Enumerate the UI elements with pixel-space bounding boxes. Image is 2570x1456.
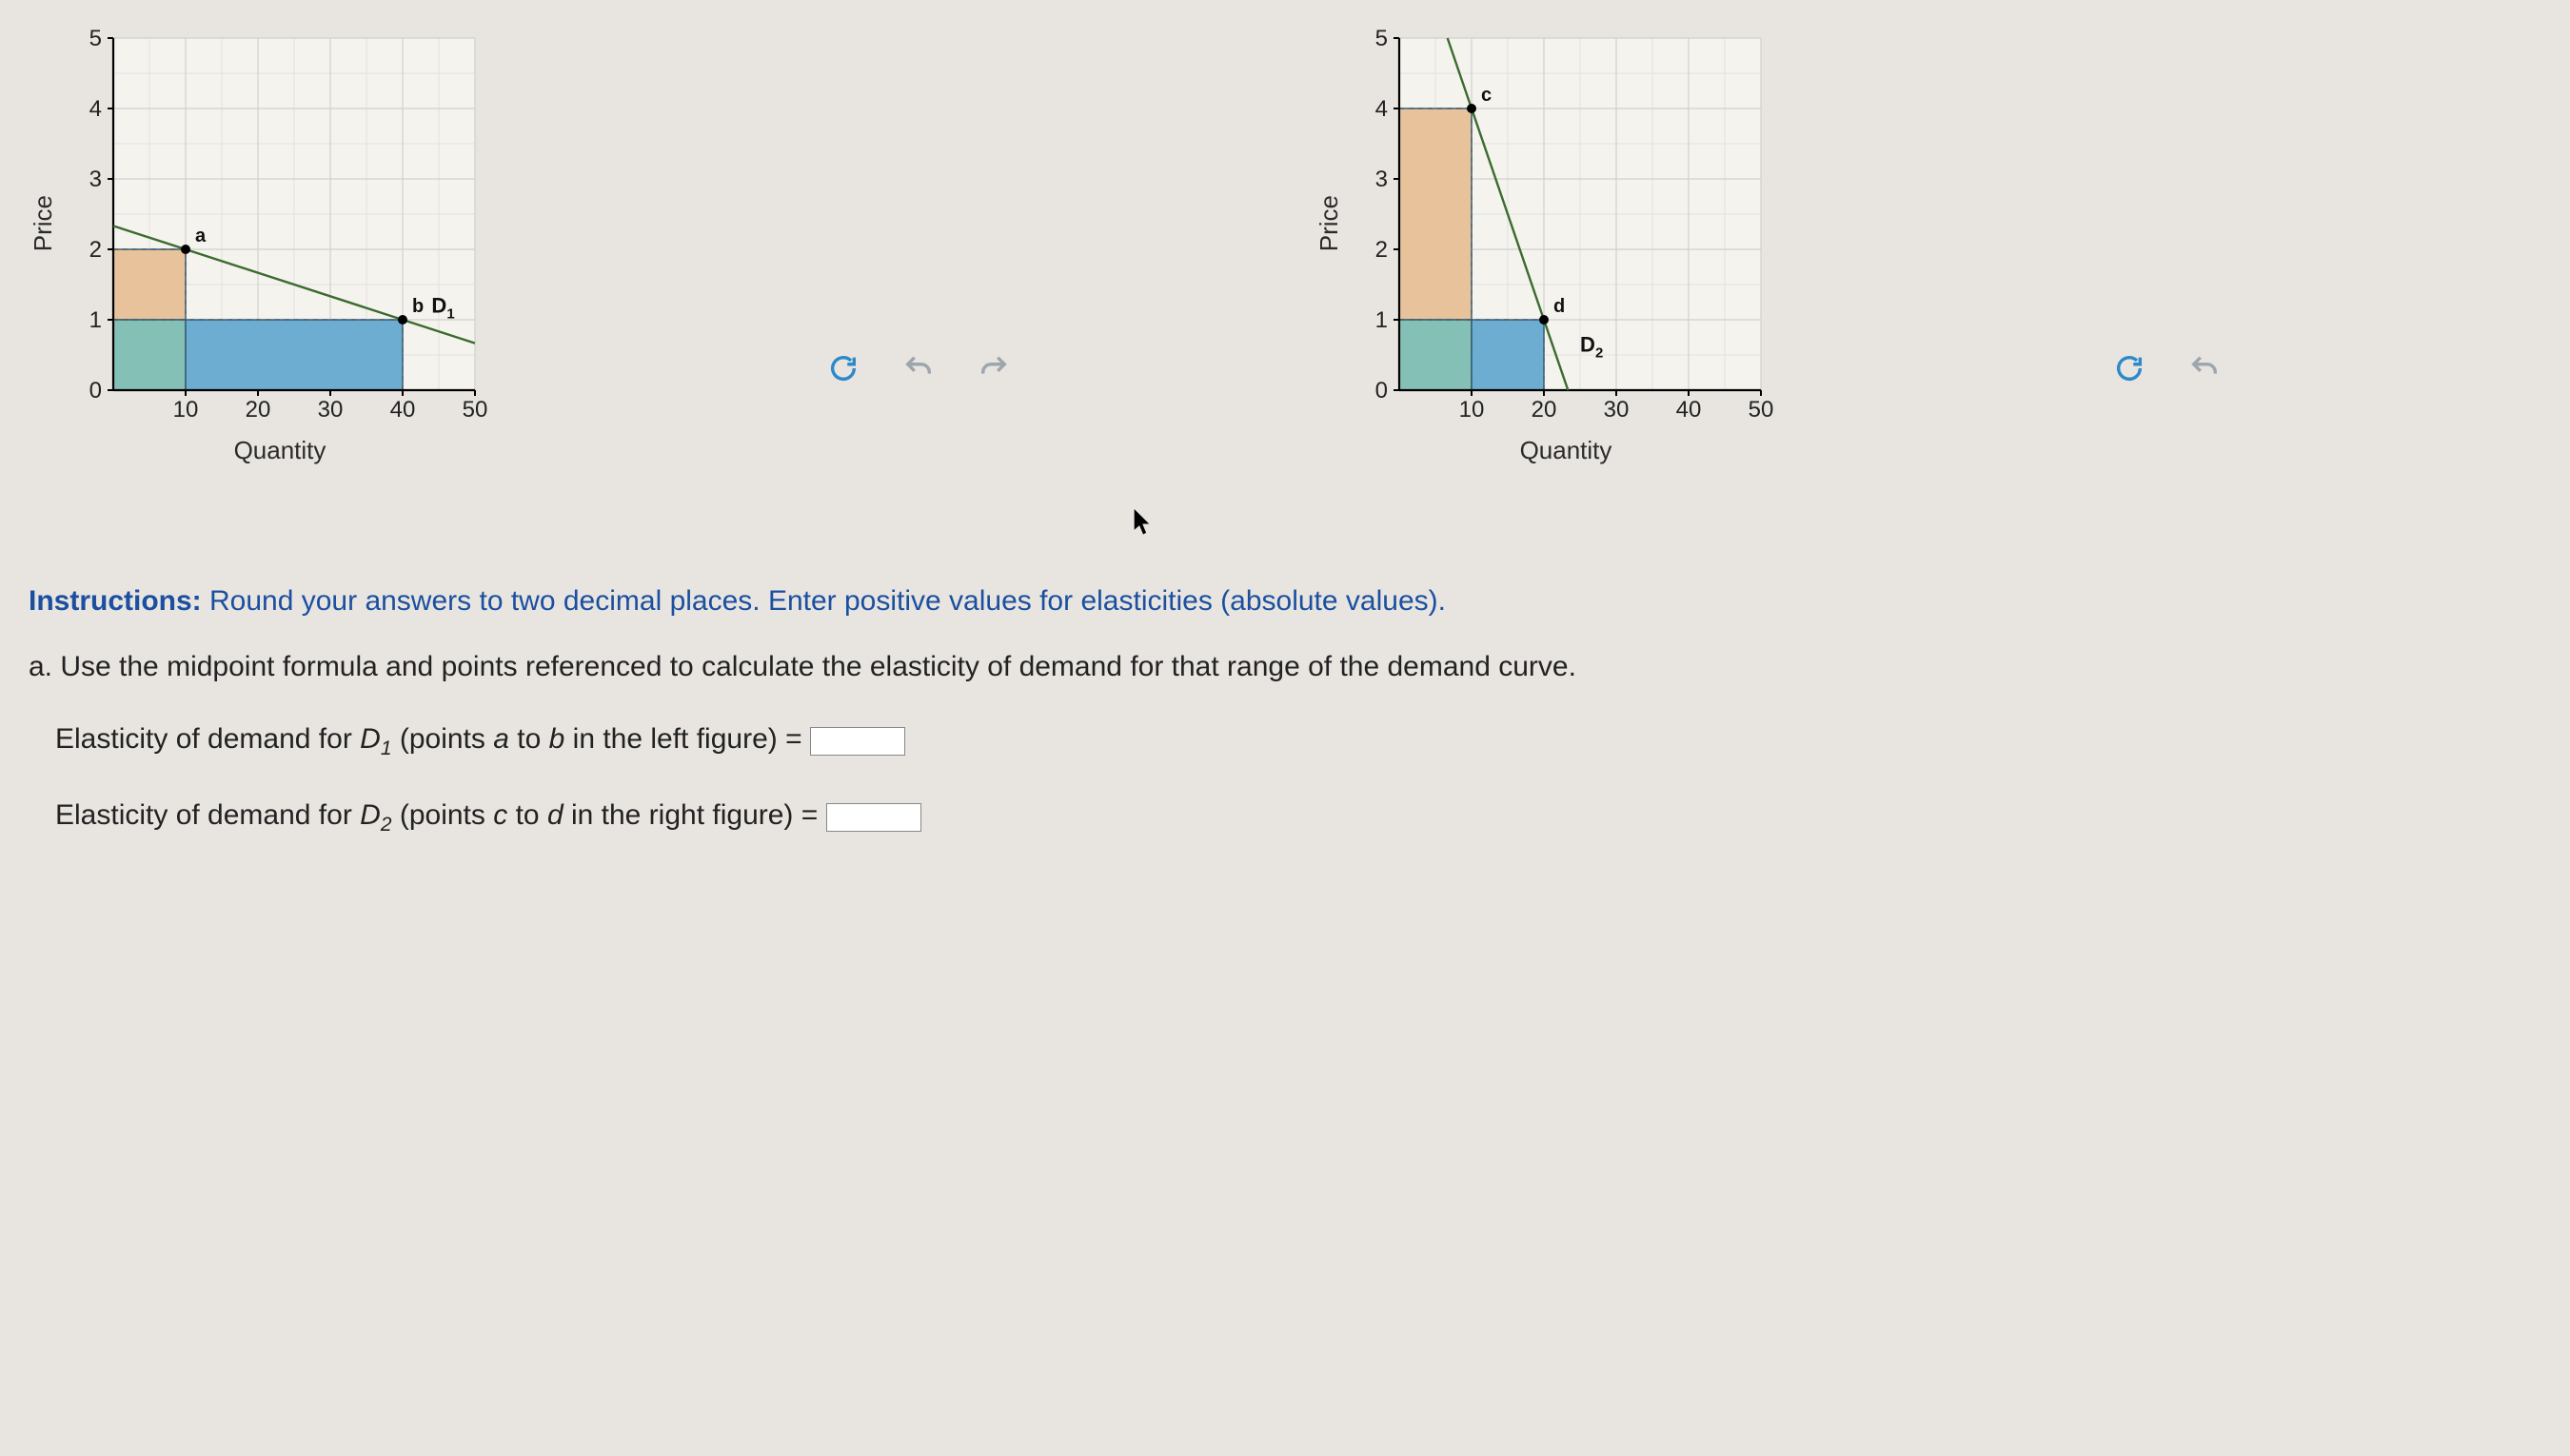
svg-text:20: 20 bbox=[1532, 397, 1557, 423]
instructions-block: Instructions: Round your answers to two … bbox=[29, 580, 2541, 840]
chart-1: Price 0123451020304050abD1 Quantity bbox=[29, 29, 494, 465]
svg-text:c: c bbox=[1481, 85, 1492, 106]
svg-text:0: 0 bbox=[1375, 378, 1388, 403]
chart2-svg: 0123451020304050cdD2 bbox=[1352, 29, 1780, 428]
undo-icon[interactable] bbox=[902, 352, 935, 384]
chart2-ylabel: Price bbox=[1315, 195, 1344, 251]
elasticity-d1-input[interactable] bbox=[810, 727, 905, 756]
svg-text:30: 30 bbox=[1604, 397, 1630, 423]
svg-text:10: 10 bbox=[1459, 397, 1485, 423]
svg-text:2: 2 bbox=[1375, 237, 1388, 263]
chart1-toolbar bbox=[827, 352, 1010, 384]
svg-text:50: 50 bbox=[463, 397, 488, 423]
undo-icon[interactable] bbox=[2188, 352, 2221, 384]
svg-text:10: 10 bbox=[173, 397, 199, 423]
txt: b bbox=[549, 723, 565, 755]
svg-text:50: 50 bbox=[1749, 397, 1774, 423]
txt: Elasticity of demand for bbox=[55, 799, 360, 831]
instructions-body: Round your answers to two decimal places… bbox=[202, 585, 1446, 617]
svg-text:4: 4 bbox=[89, 96, 102, 122]
svg-text:40: 40 bbox=[390, 397, 416, 423]
svg-text:5: 5 bbox=[1375, 29, 1388, 51]
svg-text:2: 2 bbox=[89, 237, 102, 263]
elasticity-d2-line: Elasticity of demand for D2 (points c to… bbox=[55, 794, 2541, 841]
svg-text:2: 2 bbox=[1595, 344, 1603, 361]
chart1-svg: 0123451020304050abD1 bbox=[66, 29, 494, 428]
txt: to bbox=[507, 799, 547, 831]
chart1-ylabel: Price bbox=[29, 195, 58, 251]
svg-text:3: 3 bbox=[89, 167, 102, 192]
svg-text:20: 20 bbox=[246, 397, 271, 423]
svg-text:D: D bbox=[431, 294, 446, 318]
svg-text:5: 5 bbox=[89, 29, 102, 51]
svg-text:1: 1 bbox=[89, 307, 102, 333]
elasticity-d2-input[interactable] bbox=[826, 803, 921, 832]
charts-row: Price 0123451020304050abD1 Quantity Pric… bbox=[29, 29, 2541, 465]
redo-icon[interactable] bbox=[978, 352, 1010, 384]
svg-text:D: D bbox=[1580, 332, 1595, 356]
txt: c bbox=[493, 799, 507, 831]
cursor-icon bbox=[1133, 509, 1154, 536]
svg-text:1: 1 bbox=[446, 306, 454, 323]
svg-text:3: 3 bbox=[1375, 167, 1388, 192]
chart2-xlabel: Quantity bbox=[1352, 436, 1780, 465]
txt: D bbox=[360, 799, 381, 831]
svg-text:30: 30 bbox=[318, 397, 344, 423]
txt: Elasticity of demand for bbox=[55, 723, 360, 755]
svg-text:1: 1 bbox=[1375, 307, 1388, 333]
svg-text:40: 40 bbox=[1676, 397, 1702, 423]
svg-text:d: d bbox=[1553, 296, 1565, 317]
txt: a bbox=[493, 723, 509, 755]
svg-text:a: a bbox=[195, 226, 207, 246]
txt: 2 bbox=[381, 814, 392, 836]
svg-text:4: 4 bbox=[1375, 96, 1388, 122]
refresh-icon[interactable] bbox=[827, 352, 860, 384]
chart2-toolbar bbox=[2113, 352, 2221, 384]
chart1-xlabel: Quantity bbox=[66, 436, 494, 465]
elasticity-d1-line: Elasticity of demand for D1 (points a to… bbox=[55, 718, 2541, 765]
txt: D bbox=[360, 723, 381, 755]
svg-text:b: b bbox=[412, 296, 424, 317]
chart-2: Price 0123451020304050cdD2 Quantity bbox=[1315, 29, 1780, 465]
txt: in the left figure) = bbox=[564, 723, 810, 755]
txt: 1 bbox=[381, 738, 392, 759]
txt: (points bbox=[392, 799, 494, 831]
question-a: a. Use the midpoint formula and points r… bbox=[29, 645, 2541, 690]
txt: in the right figure) = bbox=[563, 799, 826, 831]
svg-text:0: 0 bbox=[89, 378, 102, 403]
instructions-label: Instructions: bbox=[29, 585, 202, 617]
refresh-icon[interactable] bbox=[2113, 352, 2145, 384]
txt: to bbox=[509, 723, 549, 755]
txt: d bbox=[547, 799, 563, 831]
txt: (points bbox=[392, 723, 494, 755]
